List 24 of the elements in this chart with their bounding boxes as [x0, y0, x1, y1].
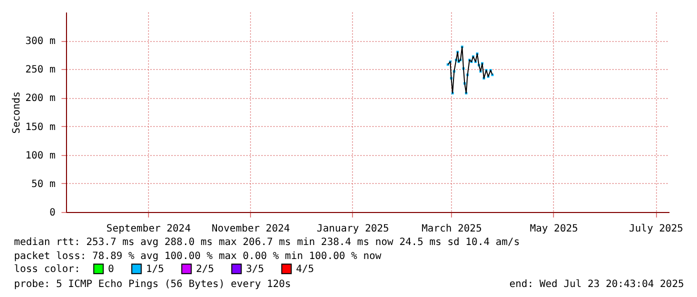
y-tick-label: 200 m — [25, 93, 56, 104]
legend-label: 3/5 — [246, 264, 264, 275]
text: end: Wed Jul 23 20:43:04 2025 — [509, 279, 684, 290]
y-tick-label: 50 m — [31, 178, 56, 190]
text: probe: 5 ICMP Echo Pings (56 Bytes) every 120s — [14, 279, 291, 290]
legend-label: 1/5 — [146, 264, 164, 275]
y-tick-label: 0 — [49, 208, 56, 218]
x-tick-label: July 2025 — [629, 224, 684, 234]
y-tick-label: 150 m — [25, 122, 56, 133]
legend-label: 0 — [108, 264, 114, 275]
legend-label: 4/5 — [296, 264, 314, 275]
x-tick-label: May 2025 — [530, 224, 578, 234]
x-tick-label: November 2024 — [212, 224, 290, 234]
y-axis-title: Seconds — [11, 91, 22, 134]
text: packet loss: 78.89 % avg 100.00 % max 0.00 % min 100.00 % now — [14, 251, 382, 262]
y-tick-label: 300 m — [25, 36, 56, 48]
x-tick-label: January 2025 — [316, 224, 390, 234]
legend-title: loss color: — [14, 264, 80, 275]
y-tick-label: 250 m — [25, 64, 56, 76]
x-tick-label: March 2025 — [422, 224, 482, 234]
legend-label: 2/5 — [196, 264, 214, 275]
text: median rtt: 253.7 ms avg 288.0 ms max 206.7 ms min 238.4 ms now 24.5 ms sd 10.4 am/s — [14, 237, 520, 248]
y-tick-label: 100 m — [25, 150, 56, 162]
x-tick-label: September 2024 — [106, 224, 191, 234]
